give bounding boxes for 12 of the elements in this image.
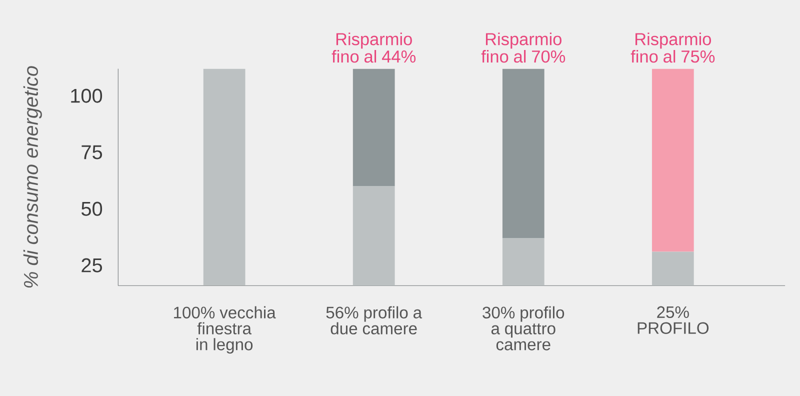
x-tick-label: 25% PROFILO — [638, 306, 709, 334]
x-tick-label: 30% profilo a quattro camere — [482, 306, 564, 350]
y-tick-label: 100 — [71, 88, 102, 103]
x-tick-label: 56% profilo a due camere — [326, 306, 422, 334]
y-tick-label: 50 — [81, 202, 102, 216]
text: Risparmio fino al 75% — [630, 32, 715, 63]
y-tick-label: 25 — [82, 258, 102, 272]
y-tick-label: 75 — [82, 145, 102, 160]
x-tick-label: 100% vecchia finestra in legno — [174, 306, 276, 354]
text: Risparmio fino al 70% — [481, 32, 566, 63]
text: Risparmio fino al 44% — [332, 32, 416, 63]
y-axis-title: % di consumo energetico — [23, 66, 42, 288]
